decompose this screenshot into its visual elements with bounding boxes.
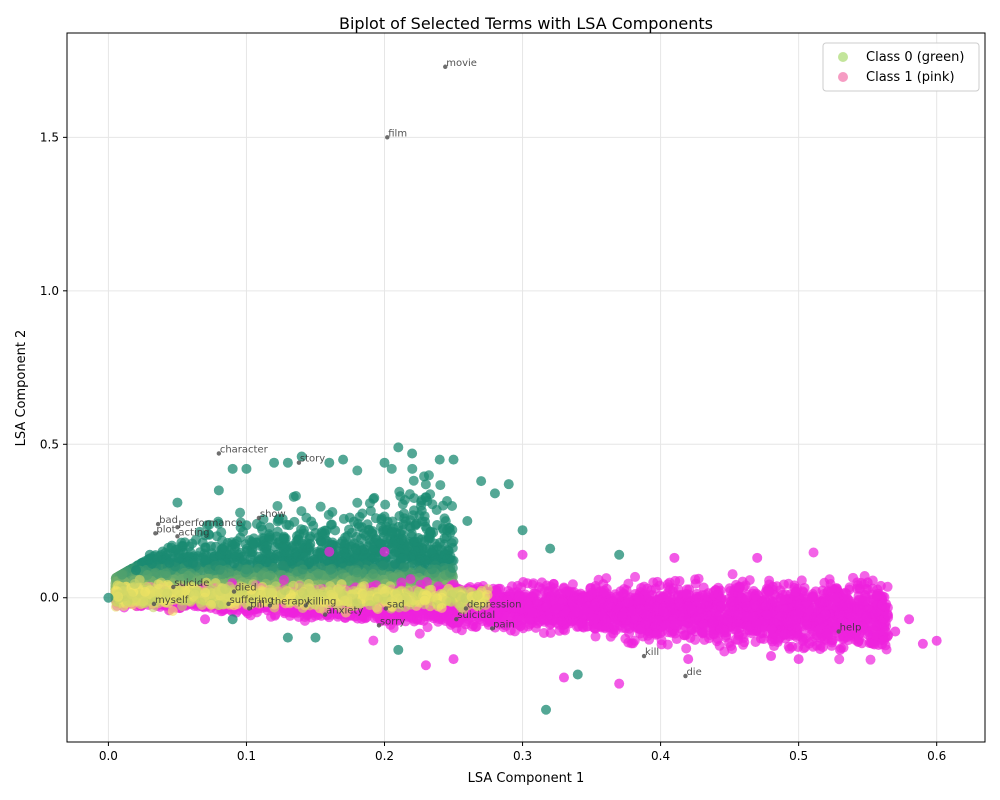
class0-point	[352, 497, 363, 508]
class0-point	[408, 475, 419, 486]
class0-point	[435, 480, 446, 491]
class0-point	[241, 520, 252, 531]
class0-point	[239, 554, 250, 565]
class0-point	[197, 537, 208, 548]
class0-point	[320, 528, 331, 539]
class0-point	[447, 542, 458, 553]
class0-point	[397, 499, 408, 510]
class0-point	[387, 516, 398, 527]
class0-point	[272, 538, 283, 549]
class0-point	[188, 558, 199, 569]
class0-point	[281, 519, 292, 530]
class1-point	[414, 628, 425, 639]
class1-point	[278, 574, 289, 585]
class0-point	[277, 560, 288, 571]
class0-point	[246, 536, 257, 547]
class0-point	[257, 524, 268, 535]
class0-point	[424, 544, 435, 555]
class0-point	[407, 463, 418, 474]
class0-point	[402, 541, 413, 552]
class0-point	[365, 505, 376, 516]
class0-point	[230, 538, 241, 549]
class0-point	[290, 490, 301, 501]
class0-point	[394, 486, 405, 497]
class0-point	[315, 501, 326, 512]
class0-point	[380, 499, 391, 510]
class0-point	[399, 561, 410, 572]
class0-point	[326, 519, 337, 530]
class0-point	[390, 558, 401, 569]
class0-point	[298, 528, 309, 539]
class0-point	[399, 508, 410, 519]
class0-point	[349, 553, 360, 564]
class0-point	[442, 553, 453, 564]
class0-point	[420, 555, 431, 566]
class0-point	[320, 538, 331, 549]
class0-point	[117, 569, 128, 580]
class0-point	[440, 516, 451, 527]
class0-point	[241, 564, 252, 575]
class0-point	[386, 463, 397, 474]
class1-point	[834, 654, 845, 665]
class0-point	[352, 465, 363, 476]
class0-point	[173, 553, 184, 564]
class0-point	[377, 560, 388, 571]
class0-point	[350, 544, 361, 555]
class0-point	[447, 562, 458, 573]
class0-point	[214, 564, 225, 575]
class0-point	[423, 470, 434, 481]
class0-point	[315, 547, 326, 558]
class1-point	[405, 574, 416, 585]
class0-point	[200, 555, 211, 566]
class0-point	[297, 564, 308, 575]
class0-point	[420, 479, 431, 490]
class0-point	[367, 526, 378, 537]
class0-point	[387, 528, 398, 539]
class0-point	[389, 549, 400, 560]
class1-point	[848, 572, 859, 583]
class0-point	[408, 505, 419, 516]
class0-point	[426, 564, 437, 575]
class0-point	[313, 568, 324, 579]
class0-point	[353, 518, 364, 529]
class0-point	[253, 551, 264, 562]
class0-point	[235, 507, 246, 518]
class1-point	[545, 627, 556, 638]
class0-point	[411, 518, 422, 529]
class0-point	[337, 558, 348, 569]
class0-point	[338, 547, 349, 558]
chart-title: Biplot of Selected Terms with LSA Compon…	[339, 14, 713, 33]
class0-point	[308, 520, 319, 531]
class0-point	[445, 527, 456, 538]
class0-point	[291, 552, 302, 563]
class0-point	[367, 569, 378, 580]
class0-point	[442, 496, 453, 507]
class0-point	[352, 567, 363, 578]
class0-point	[412, 536, 423, 547]
class0-point	[432, 519, 443, 530]
class0-point	[423, 530, 434, 541]
class0-point	[409, 493, 420, 504]
point-cloud	[110, 463, 894, 665]
class0-point	[325, 564, 336, 575]
class0-point	[164, 557, 175, 568]
class0-point	[296, 506, 307, 517]
class0-point	[210, 541, 221, 552]
class0-point	[422, 496, 433, 507]
grid-lines	[67, 33, 985, 742]
class0-point	[327, 507, 338, 518]
class0-point	[378, 525, 389, 536]
class0-point	[229, 558, 240, 569]
class0-point	[369, 492, 380, 503]
class0-point	[265, 549, 276, 560]
class0-point	[160, 568, 171, 579]
class0-point	[242, 545, 253, 556]
